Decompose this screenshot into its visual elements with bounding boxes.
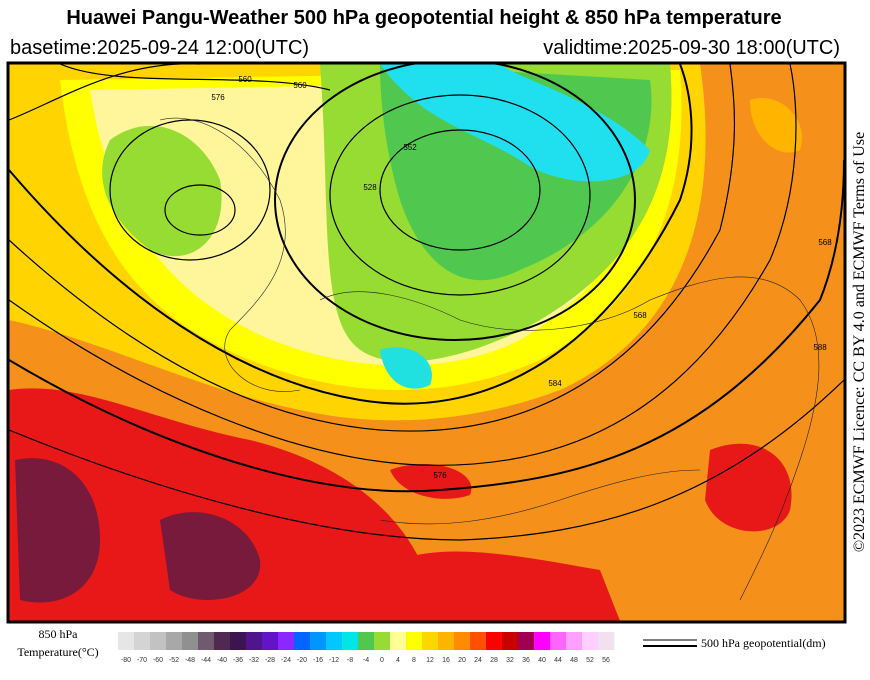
colorbar-tick-label: 40 [538, 657, 546, 664]
colorbar-tick-label: 4 [396, 657, 400, 664]
color-swatch [390, 632, 407, 650]
color-swatch [294, 632, 311, 650]
colorbar-tick-label: 44 [554, 657, 562, 664]
color-swatch [198, 632, 215, 650]
color-swatch [486, 632, 503, 650]
color-swatch [166, 632, 183, 650]
color-swatch [150, 632, 167, 650]
color-swatch [422, 632, 439, 650]
colorbar-tick-label: -20 [297, 657, 307, 664]
colorbar-tick-label: -60 [153, 657, 163, 664]
color-swatch [326, 632, 343, 650]
colorbar-tick-label: 16 [442, 657, 450, 664]
colorbar-tick-label: -36 [233, 657, 243, 664]
contour-labels: 560 576 560 552 528 568 576 584 588 568 [211, 75, 832, 480]
colorbar-tick-label: 32 [506, 657, 514, 664]
colorbar-tick-label: 36 [522, 657, 530, 664]
temperature-label: Temperature(°C) [17, 645, 98, 659]
colorbar-tick-label: 52 [586, 657, 594, 664]
colorbar-tick-label: 0 [380, 657, 384, 664]
color-swatch [134, 632, 151, 650]
color-swatch [582, 632, 599, 650]
color-swatch [438, 632, 455, 650]
validtime: validtime:2025-09-30 18:00(UTC) [543, 37, 840, 59]
color-swatch [342, 632, 359, 650]
map-frame [6, 61, 847, 624]
colorbar-tick-label: 48 [570, 657, 578, 664]
colorbar-tick-label: 56 [602, 657, 610, 664]
colorbar-tick-label: -52 [169, 657, 179, 664]
color-swatch [310, 632, 327, 650]
license: ©2023 ECMWF Licence: CC BY 4.0 and ECMWF… [851, 132, 868, 552]
colorbar-tick-label: 12 [426, 657, 434, 664]
contour-label: 568 [818, 238, 832, 247]
colorbar-tick-label: -48 [185, 657, 195, 664]
color-swatch [118, 632, 135, 650]
color-swatch [262, 632, 279, 650]
color-swatch [550, 632, 567, 650]
color-swatch [182, 632, 199, 650]
color-swatch [374, 632, 391, 650]
colorbar: -80 -70 -60 -52 -48 -44 -40 -36 -32 -28 -24 -20 -16-… [118, 632, 615, 664]
contour-label: 576 [211, 93, 225, 102]
color-swatch [246, 632, 263, 650]
contour-legend-label: 500 hPa geopotential(dm) [701, 636, 826, 650]
temperature-label: 850 hPa [39, 627, 79, 641]
colorbar-tick-label: -16 [313, 657, 323, 664]
colorbar-tick-label: -24 [281, 657, 291, 664]
basetime: basetime:2025-09-24 12:00(UTC) [10, 37, 309, 59]
contour-label: 568 [633, 311, 647, 320]
colorbar-tick-label: -40 [217, 657, 227, 664]
map [9, 64, 844, 621]
contour-label: 560 [293, 81, 307, 90]
coastlines [159, 117, 820, 601]
color-swatch [598, 632, 615, 650]
colorbar-tick-label: 8 [412, 657, 416, 664]
color-swatch [470, 632, 487, 650]
contour-label: 528 [363, 183, 377, 192]
color-swatch [214, 632, 231, 650]
contour-label: 552 [403, 143, 417, 152]
colorbar-tick-label: 20 [458, 657, 466, 664]
colorbar-tick-label: -8 [347, 657, 353, 664]
colorbar-tick-label: 28 [490, 657, 498, 664]
colorbar-tick-label: -28 [265, 657, 275, 664]
color-swatch [278, 632, 295, 650]
contour-label: 584 [548, 379, 562, 388]
color-swatch [502, 632, 519, 650]
color-swatch [518, 632, 535, 650]
contour-label: 588 [813, 343, 827, 352]
color-swatch [566, 632, 583, 650]
color-swatch [406, 632, 423, 650]
color-swatch [230, 632, 247, 650]
title: Huawei Pangu-Weather 500 hPa geopotentia… [66, 7, 781, 29]
color-swatch [534, 632, 551, 650]
colorbar-tick-label: -12 [329, 657, 339, 664]
colorbar-tick-label: -70 [137, 657, 147, 664]
colorbar-tick-label: -80 [121, 657, 131, 664]
colorbar-tick-label: -4 [363, 657, 369, 664]
color-swatch [358, 632, 375, 650]
colorbar-tick-label: 24 [474, 657, 482, 664]
color-swatch [454, 632, 471, 650]
colorbar-tick-label: -44 [201, 657, 211, 664]
contours [9, 64, 844, 541]
colorbar-tick-label: -32 [249, 657, 259, 664]
contour-label: 560 [238, 75, 252, 84]
contour-label: 576 [433, 471, 447, 480]
